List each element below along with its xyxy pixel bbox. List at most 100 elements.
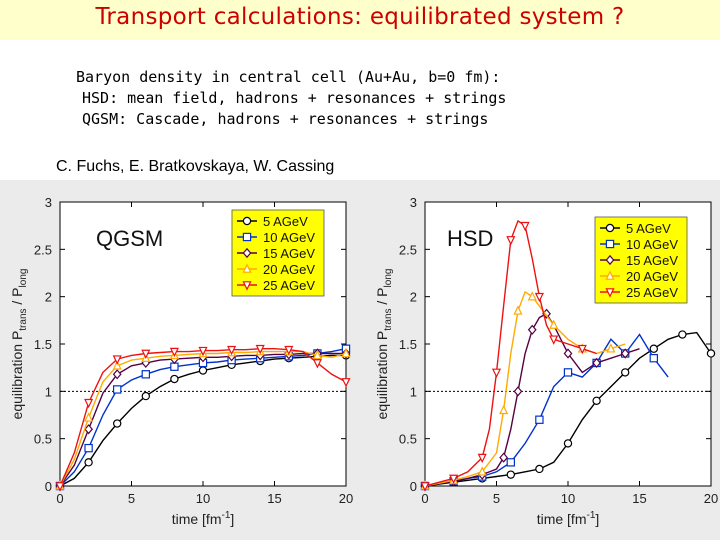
panel-hsd-series-15-agev-point: [527, 324, 537, 335]
panel-qgsm-ytick-label: 0.5: [34, 432, 52, 447]
panel-qgsm-chart: 0 0.5 1 1.5 2 2.5 3 0 5 10 15 20 time [fm-1] equilibr…: [9, 195, 353, 527]
panel-hsd-ytick-label: 2: [410, 290, 417, 305]
panel-qgsm-legend-label: 5 AGeV: [263, 214, 308, 229]
panel-qgsm-series-5-agev-point: [84, 458, 93, 467]
panel-qgsm-series-10-agev-point: [141, 370, 150, 379]
panel-hsd-series-25-agev-point: [549, 335, 559, 345]
panel-qgsm-legend-marker: [242, 281, 252, 291]
panel-qgsm-series-15-agev-point: [84, 424, 93, 435]
panel-qgsm-series-25-agev-point: [112, 355, 122, 365]
panel-qgsm-series-5-agev-point: [198, 366, 208, 375]
subtitle-line-3: QGSM: Cascade, hadrons + resonances + st…: [82, 110, 489, 128]
panel-hsd-series-5-agev-point: [678, 330, 687, 339]
panel-hsd-series-25-agev-point: [577, 344, 587, 355]
subtitle-line-1: Baryon density in central cell (Au+Au, b…: [76, 68, 501, 86]
panel-hsd-ytick-label: 3: [410, 195, 417, 210]
panel-qgsm-series-25-agev-point: [227, 345, 237, 356]
subtitle-line-2: HSD: mean field, hadrons + resonances + …: [82, 89, 507, 107]
panel-qgsm-x-axis-label: time [fm-1]: [172, 510, 235, 527]
panel-hsd-series-15-agev-point: [563, 348, 573, 359]
panel-hsd-series-25-agev-point: [534, 292, 544, 303]
panel-hsd-series-20-agev-point: [499, 404, 509, 415]
panel-hsd-series-25-agev-point: [520, 221, 530, 232]
panel-hsd-series-5-agev-point: [563, 439, 573, 448]
panel-qgsm-ytick-label: 0: [45, 479, 52, 494]
panel-qgsm-ytick-label: 3: [45, 195, 52, 210]
panel-hsd-legend-marker: [605, 270, 615, 280]
panel-hsd-x-axis-label: time [fm-1]: [537, 510, 600, 527]
panel-qgsm-legend-marker: [242, 247, 252, 259]
panel-qgsm-xtick-label: 15: [267, 491, 281, 506]
panel-hsd-legend-label: 5 AGeV: [626, 221, 671, 236]
panel-hsd-ytick-label: 1.5: [399, 337, 417, 352]
panel-hsd-series-20-agev-point: [513, 305, 523, 315]
panel-hsd-xtick-label: 0: [421, 491, 428, 506]
panel-qgsm-series-25-agev-point: [312, 359, 322, 369]
panel-hsd-legend-label: 15 AGeV: [626, 253, 678, 268]
panel-hsd-series-25-agev-point: [420, 482, 430, 492]
panel-qgsm-series-25-agev-point: [55, 482, 65, 492]
panel-hsd-legend-label: 20 AGeV: [626, 269, 678, 284]
panel-hsd-series-15-agev-point: [592, 357, 601, 369]
panel-hsd-legend-label: 25 AGeV: [626, 285, 678, 300]
panel-qgsm-panel-label: QGSM: [96, 226, 163, 251]
panel-qgsm-series-25-agev-point: [169, 347, 179, 358]
panel-qgsm-series-25-agev-point: [255, 344, 265, 355]
panel-qgsm-series-20-agev-point: [341, 347, 351, 358]
panel-qgsm-series-5-agev-point: [170, 374, 179, 384]
panel-qgsm-legend-label: 25 AGeV: [263, 278, 315, 293]
panel-hsd-series-5-agev-point: [506, 470, 515, 479]
panel-hsd-ytick-label: 0: [410, 479, 417, 494]
panel-hsd-series-20-agev-point: [477, 466, 487, 476]
panel-qgsm-legend-marker: [242, 232, 252, 242]
panel-hsd-y-axis-label: equilibration Ptrans / Plong: [374, 269, 394, 420]
panel-hsd-series-5-agev-point: [535, 464, 544, 474]
panel-qgsm-ytick-label: 2.5: [34, 242, 52, 257]
panel-hsd-series-10-agev-point: [535, 415, 544, 424]
panel-qgsm-series-25-agev-point: [84, 398, 94, 409]
panel-qgsm-series-25-agev-point: [198, 346, 208, 357]
panel-hsd-legend-marker: [605, 223, 615, 233]
panel-qgsm-series-10-agev-point: [84, 443, 93, 453]
panel-hsd-series-25-agev-line: [424, 219, 597, 487]
panel-qgsm-xtick-label: 5: [128, 491, 135, 506]
panel-hsd-series-25-agev-point: [477, 453, 487, 464]
panel-qgsm-series-20-agev-point: [112, 360, 122, 370]
panel-qgsm-series-5-agev-point: [112, 419, 122, 428]
panel-hsd-legend-marker: [605, 239, 615, 249]
panel-hsd-chart: 0 0.5 1 1.5 2 2.5 3 0 5 10 15 20 time [fm-1] equilibr…: [374, 195, 718, 527]
panel-qgsm-ytick-label: 1.5: [34, 337, 52, 352]
panel-hsd-series-15-agev-point: [620, 348, 630, 359]
panel-qgsm-legend-label: 15 AGeV: [263, 246, 315, 261]
panel-hsd-legend-label: 10 AGeV: [626, 237, 678, 252]
panel-hsd-series-10-agev-point: [506, 458, 516, 467]
panel-hsd-series-20-agev-point: [549, 319, 559, 329]
panel-hsd-series-15-agev-point: [499, 452, 509, 463]
panel-hsd-xtick-label: 10: [561, 491, 575, 506]
panel-qgsm-xtick-label: 10: [196, 491, 210, 506]
panel-qgsm-legend-label: 10 AGeV: [263, 230, 315, 245]
panel-hsd-series-25-agev-point: [506, 236, 516, 246]
panel-qgsm-legend-marker: [242, 263, 252, 273]
panel-hsd-legend-marker: [605, 288, 615, 298]
authors: C. Fuchs, E. Bratkovskaya, W. Cassing: [56, 158, 335, 175]
slide-title: Transport calculations: equilibrated sys…: [95, 4, 625, 30]
panel-qgsm-ytick-label: 2: [45, 290, 52, 305]
panel-hsd-series-10-agev-point: [649, 354, 659, 363]
panel-qgsm-xtick-label: 20: [339, 491, 353, 506]
panel-hsd-series-5-agev-point: [621, 368, 630, 377]
figure-area: 0 0.5 1 1.5 2 2.5 3 0 5 10 15 20 time [fm-1] equilibr…: [0, 180, 720, 540]
panel-qgsm-ytick-label: 1: [45, 384, 52, 399]
panel-qgsm-series-20-agev-point: [84, 412, 94, 422]
panel-qgsm-series-10-agev-point: [112, 385, 122, 394]
panel-hsd-legend-marker: [605, 254, 615, 266]
panel-hsd-ytick-label: 2.5: [399, 242, 417, 257]
panel-qgsm-series-25-agev-point: [141, 349, 151, 360]
panel-hsd-series-25-agev-point: [449, 474, 459, 484]
panel-hsd-series-5-agev-point: [706, 349, 716, 358]
panel-hsd-xtick-label: 15: [632, 491, 646, 506]
panel-hsd-series-20-agev-point: [606, 343, 616, 353]
